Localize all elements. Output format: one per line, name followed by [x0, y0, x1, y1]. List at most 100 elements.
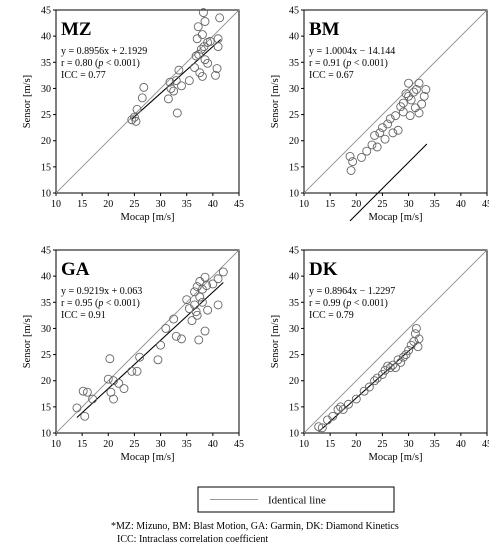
data-point [119, 384, 129, 394]
x-tick-label: 15 [77, 439, 87, 450]
data-point [190, 287, 200, 297]
y-tick-label: 40 [289, 32, 299, 43]
x-tick-label: 25 [129, 439, 139, 450]
chart-ga: 10 15 20 25 30 35 40 45 10 15 20 25 30 35 40 45 Mocap [m… [22, 246, 244, 464]
y-tick-label: 30 [41, 84, 51, 95]
x-tick-label: 20 [351, 439, 361, 450]
data-point [348, 157, 358, 167]
data-point [417, 99, 427, 109]
data-point [409, 87, 419, 97]
y-tick-label: 15 [289, 162, 299, 173]
x-tick-label: 35 [182, 439, 192, 450]
data-point [192, 282, 202, 292]
y-tick-label: 45 [289, 246, 299, 257]
data-point [78, 386, 88, 396]
data-point [129, 112, 139, 122]
x-tick-label: 40 [456, 439, 466, 450]
y-axis-label: Sensor [m/s] [22, 75, 33, 128]
data-point [213, 34, 223, 44]
y-tick-label: 45 [41, 6, 51, 17]
data-point [174, 65, 184, 75]
data-point [105, 354, 115, 364]
x-tick-label: 10 [299, 199, 309, 210]
y-tick-label: 35 [41, 58, 51, 69]
x-tick-label: 20 [103, 439, 113, 450]
data-point [200, 17, 210, 26]
legend-identity-line-label: Identical line [268, 495, 326, 507]
x-tick-label: 20 [351, 199, 361, 210]
data-point [166, 83, 176, 93]
data-point [364, 382, 374, 392]
data-point [411, 323, 421, 333]
x-axis-label: Mocap [m/s] [369, 452, 423, 463]
data-point [197, 30, 207, 40]
data-point [380, 134, 390, 144]
y-tick-label: 10 [41, 189, 51, 200]
data-point [421, 85, 431, 94]
identity-line [55, 9, 240, 194]
data-point [385, 363, 395, 373]
data-point [127, 115, 137, 125]
y-tick-label: 15 [41, 162, 51, 173]
data-point [132, 366, 142, 376]
y-tick-label: 30 [289, 84, 299, 95]
data-point [391, 111, 400, 121]
y-tick-label: 35 [41, 298, 51, 309]
data-point [404, 78, 414, 88]
data-point [215, 13, 225, 23]
x-tick-label: 35 [430, 439, 440, 450]
data-point [383, 119, 393, 129]
data-point [328, 411, 338, 421]
y-tick-label: 25 [289, 350, 299, 361]
y-tick-label: 35 [289, 298, 299, 309]
data-point [383, 361, 393, 371]
data-point [202, 281, 212, 291]
y-tick-label: 25 [289, 110, 299, 121]
data-point [197, 71, 207, 81]
x-tick-label: 30 [156, 439, 166, 450]
y-tick-label: 40 [289, 272, 299, 283]
footnote-abbreviations: *MZ: Mizuno, BM: Blast Motion, GA: Garmi… [111, 521, 399, 532]
data-point [406, 95, 416, 105]
x-tick-label: 45 [234, 439, 244, 450]
y-tick-label: 35 [289, 58, 299, 69]
data-point [405, 111, 415, 121]
icc-text: ICC = 0.91 [61, 310, 106, 321]
data-point [198, 8, 208, 18]
y-tick-label: 20 [289, 376, 299, 387]
data-point [419, 91, 429, 101]
data-point [103, 374, 113, 384]
icc-text: ICC = 0.67 [309, 70, 354, 81]
x-tick-label: 10 [299, 439, 309, 450]
data-point [203, 305, 213, 315]
x-tick-label: 25 [377, 199, 387, 210]
data-point [171, 76, 181, 86]
y-tick-label: 30 [41, 324, 51, 335]
data-point [388, 128, 398, 138]
data-point [414, 108, 424, 118]
identity-line [303, 249, 488, 434]
x-tick-label: 25 [129, 199, 139, 210]
footnote-icc: ICC: Intraclass correlation coefficient [117, 534, 269, 545]
y-tick-label: 15 [289, 402, 299, 413]
data-point [212, 64, 222, 74]
y-tick-label: 30 [289, 324, 299, 335]
data-point [367, 140, 377, 150]
y-tick-label: 25 [41, 350, 51, 361]
data-point [414, 78, 424, 88]
x-tick-label: 35 [430, 199, 440, 210]
data-point [190, 63, 200, 72]
data-point [184, 76, 194, 86]
data-point [375, 128, 385, 138]
data-point [72, 403, 82, 413]
x-tick-label: 40 [208, 439, 218, 450]
data-point [346, 166, 356, 175]
data-point [393, 355, 403, 365]
data-point [372, 142, 382, 152]
data-point [218, 267, 228, 277]
data-point [171, 331, 181, 341]
y-tick-label: 40 [41, 32, 51, 43]
y-axis-label: Sensor [m/s] [22, 315, 33, 368]
x-tick-label: 15 [77, 199, 87, 210]
x-tick-label: 25 [377, 439, 387, 450]
